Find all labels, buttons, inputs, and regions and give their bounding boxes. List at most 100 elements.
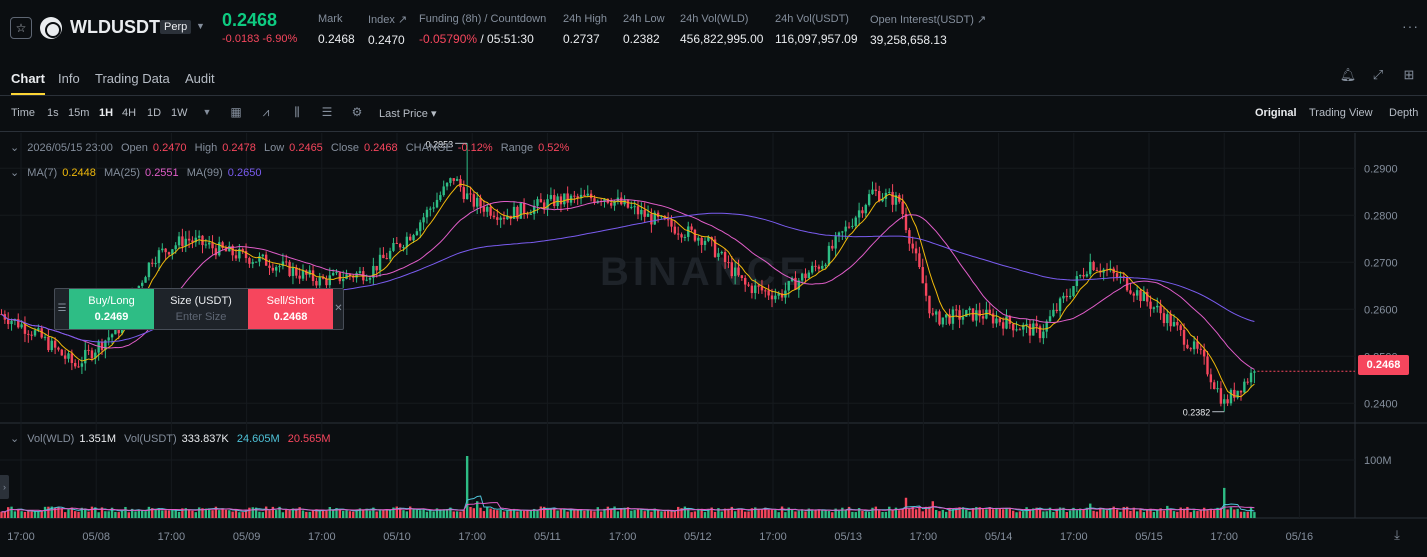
settings-list-icon[interactable]: ☰ bbox=[321, 105, 333, 119]
favorite-star-icon[interactable]: ☆ bbox=[10, 17, 32, 39]
volume-bar bbox=[1219, 507, 1223, 518]
candle-body bbox=[553, 195, 556, 207]
candle-body bbox=[104, 340, 107, 350]
close-icon[interactable]: ✕ bbox=[334, 303, 343, 314]
candle-body bbox=[958, 310, 961, 320]
sell-short-button[interactable]: Sell/Short 0.2468 bbox=[248, 289, 333, 329]
candle-body bbox=[429, 208, 432, 210]
candle-body bbox=[978, 310, 981, 317]
candle-body bbox=[100, 341, 104, 350]
volume-bar bbox=[1216, 507, 1219, 518]
volume-bar bbox=[496, 510, 499, 518]
interval-1h[interactable]: 1H bbox=[99, 107, 114, 119]
candle-body bbox=[449, 178, 452, 183]
expand-icon[interactable]: ⤢ bbox=[1372, 67, 1384, 82]
volume-bar bbox=[97, 512, 100, 518]
buy-price: 0.2469 bbox=[94, 311, 129, 323]
stat-funding: Funding (8h) / Countdown -0.05790% / 05:… bbox=[419, 13, 546, 46]
candle-body bbox=[516, 206, 519, 219]
more-options-icon[interactable]: ··· bbox=[1402, 18, 1419, 34]
buy-long-button[interactable]: Buy/Long 0.2469 bbox=[69, 289, 154, 329]
candle-body bbox=[787, 281, 790, 291]
candle-body bbox=[231, 245, 234, 256]
interval-4h[interactable]: 4H bbox=[122, 107, 137, 119]
candle-body bbox=[325, 278, 328, 286]
candle-body bbox=[998, 318, 1001, 323]
symbol-name[interactable]: WLDUSDT bbox=[70, 17, 160, 37]
chart-type-icon[interactable]: ⫼ bbox=[294, 105, 300, 119]
chart-canvas[interactable]: 0.29000.28000.27000.26000.25000.2400100M… bbox=[0, 133, 1427, 557]
candle-body bbox=[472, 194, 476, 207]
candle-body bbox=[382, 254, 385, 259]
indicator-icon[interactable]: ⩘ bbox=[262, 105, 270, 119]
candle-body bbox=[228, 245, 231, 252]
tab-chart[interactable]: Chart bbox=[11, 71, 45, 95]
candle-body bbox=[740, 275, 744, 279]
price-type-select[interactable]: Last Price ▾ bbox=[379, 108, 437, 120]
candlestick-chart[interactable]: 0.29000.28000.27000.26000.25000.2400100M… bbox=[0, 133, 1427, 557]
candle-body bbox=[392, 242, 395, 251]
candle-body bbox=[161, 248, 164, 251]
size-input[interactable]: Enter Size bbox=[175, 311, 227, 323]
interval-15m[interactable]: 15m bbox=[68, 107, 90, 119]
grid-layout-icon[interactable]: ⊞ bbox=[1403, 67, 1415, 82]
volume-bar bbox=[1253, 512, 1256, 518]
candle-body bbox=[177, 236, 181, 246]
view-trading-view[interactable]: Trading View bbox=[1309, 107, 1373, 119]
view-original[interactable]: Original bbox=[1255, 107, 1297, 119]
volume-bar bbox=[981, 509, 985, 518]
tab-audit[interactable]: Audit bbox=[185, 71, 215, 86]
vol-legend-collapse-icon[interactable]: ⌄ bbox=[10, 433, 20, 445]
calendar-icon[interactable]: ▦ bbox=[230, 105, 242, 119]
candle-body bbox=[385, 258, 388, 260]
tab-trading-data[interactable]: Trading Data bbox=[95, 71, 170, 86]
view-depth[interactable]: Depth bbox=[1389, 107, 1419, 119]
settings-gear-icon[interactable]: ⚙ bbox=[351, 105, 363, 119]
stat-index[interactable]: Index ↗ 0.2470 bbox=[368, 13, 407, 47]
volume-bar bbox=[1082, 509, 1085, 518]
interval-1w[interactable]: 1W bbox=[171, 107, 188, 119]
volume-bar bbox=[549, 508, 553, 518]
candle-body bbox=[409, 236, 412, 241]
interval-1s[interactable]: 1s bbox=[47, 107, 59, 119]
candle-body bbox=[419, 222, 422, 232]
volume-bar bbox=[321, 510, 325, 518]
drag-handle-icon[interactable]: ☰ bbox=[57, 303, 67, 314]
size-field[interactable]: Size (USDT) Enter Size bbox=[154, 289, 248, 329]
interval-time[interactable]: Time bbox=[11, 107, 36, 119]
interval-dropdown-icon[interactable]: ▼ bbox=[202, 107, 212, 117]
tab-info[interactable]: Info bbox=[58, 71, 80, 86]
candle-body bbox=[1085, 274, 1089, 277]
volume-bar bbox=[995, 507, 998, 518]
candle-body bbox=[17, 319, 20, 328]
candle-body bbox=[40, 328, 43, 338]
ma-legend-collapse-icon[interactable]: ⌄ bbox=[10, 167, 20, 179]
volume-bar bbox=[435, 508, 439, 518]
volume-bar bbox=[955, 508, 958, 518]
symbol-dropdown-icon[interactable]: ▼ bbox=[196, 21, 205, 31]
volume-bar bbox=[449, 507, 452, 518]
volume-bar bbox=[767, 509, 770, 518]
interval-1d[interactable]: 1D bbox=[147, 107, 162, 119]
volume-bar bbox=[516, 511, 519, 518]
candle-body bbox=[1062, 295, 1065, 299]
volume-bar bbox=[1001, 509, 1005, 518]
candle-body bbox=[147, 262, 151, 278]
stat-label: Index ↗ bbox=[368, 14, 408, 26]
bell-icon[interactable]: 🔔︎ bbox=[1339, 67, 1357, 82]
volume-bar bbox=[1062, 507, 1065, 518]
legend-collapse-icon[interactable]: ⌄ bbox=[10, 142, 20, 154]
candle-body bbox=[157, 250, 161, 264]
candle-body bbox=[1075, 276, 1079, 287]
candle-body bbox=[439, 195, 442, 200]
volume-bar bbox=[553, 507, 556, 518]
scroll-to-latest-icon[interactable]: ⤓ bbox=[1394, 527, 1400, 542]
candle-body bbox=[37, 328, 40, 331]
collapse-sidebar-icon[interactable]: › bbox=[0, 475, 9, 499]
time-tick-label: 05/16 bbox=[1286, 531, 1314, 543]
volume-bar bbox=[107, 511, 110, 518]
candle-body bbox=[90, 350, 94, 359]
stat-open-interest[interactable]: Open Interest(USDT) ↗ 39,258,658.13 bbox=[870, 13, 986, 47]
candle-body bbox=[1015, 329, 1018, 331]
volume-bar bbox=[80, 507, 84, 518]
